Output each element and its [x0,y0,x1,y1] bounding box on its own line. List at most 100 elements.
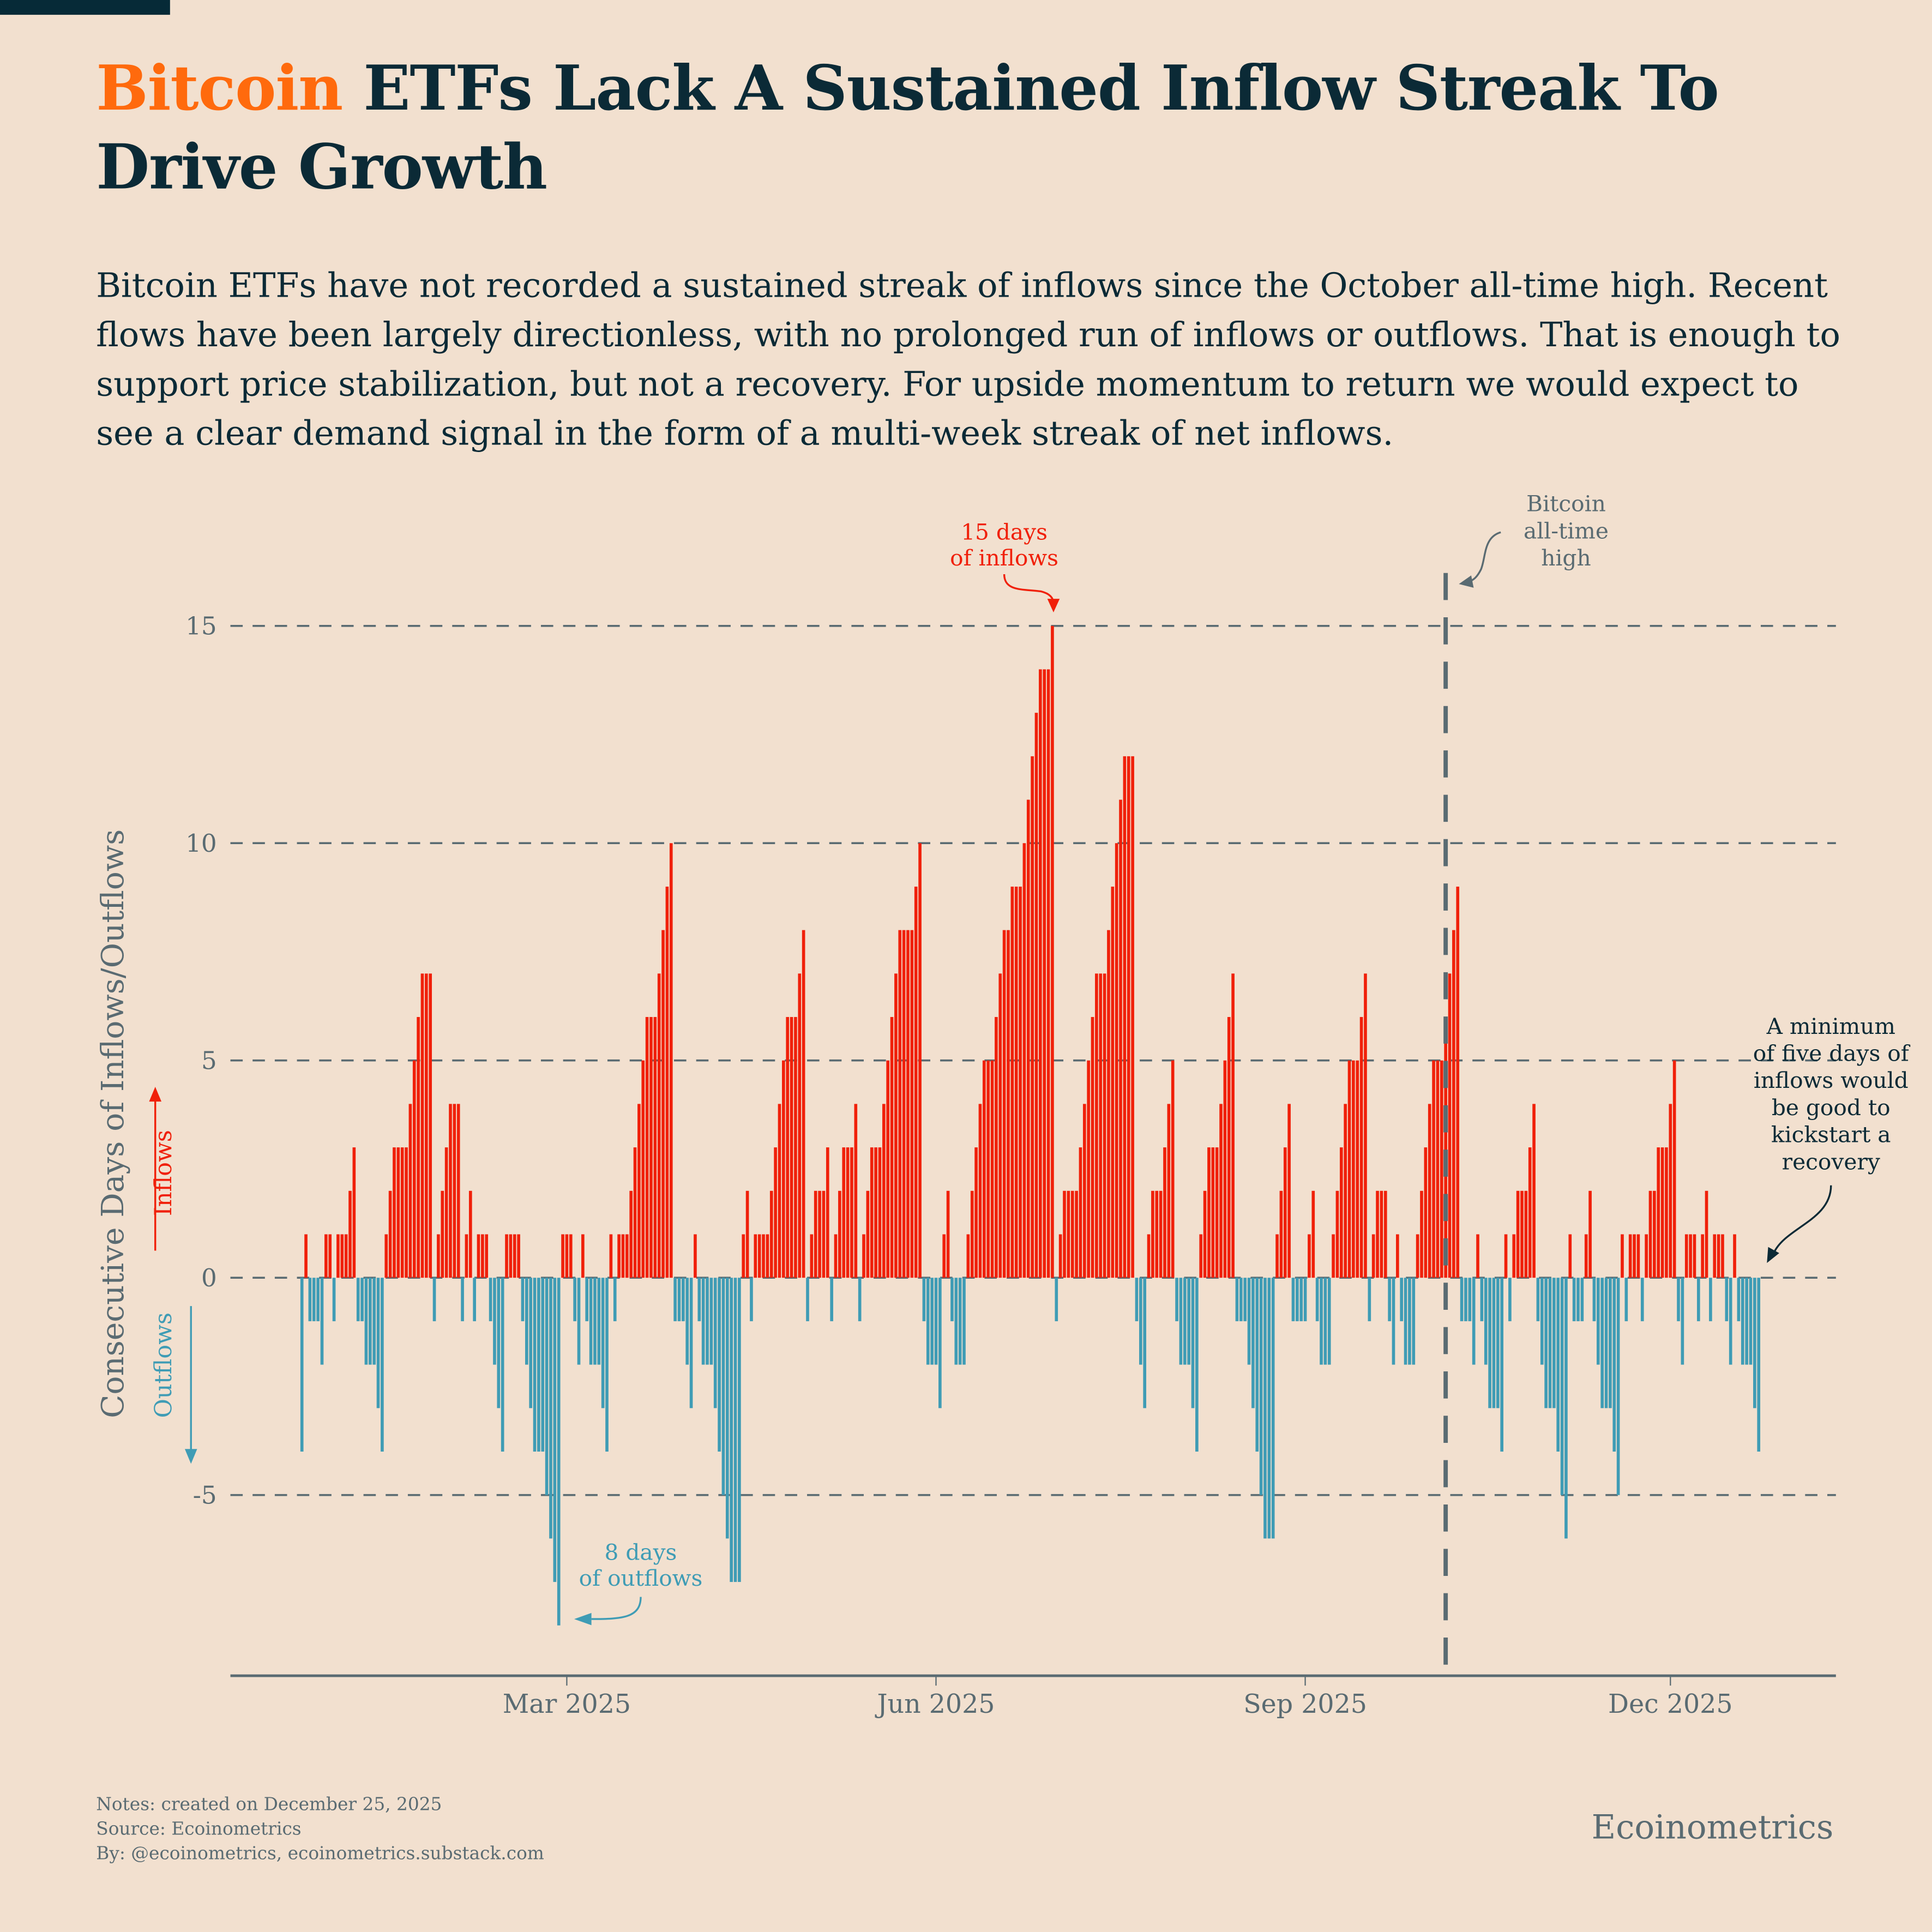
outflow-bar [1556,1278,1560,1452]
inflow-bar [769,1190,773,1278]
annotation-8-days: of outflows [579,1565,703,1591]
chart-title: Bitcoin ETFs Lack A Sustained Inflow Str… [96,49,1907,207]
outflow-bar [1191,1278,1195,1409]
outflow-bar [356,1278,360,1321]
inflow-bar [477,1234,480,1278]
inflow-bar [1504,1234,1508,1278]
outflow-bar [1640,1278,1644,1321]
outflow-bar [930,1278,934,1365]
inflow-bar [569,1234,573,1278]
outflow-bar [1179,1278,1183,1365]
outflow-bar [713,1278,717,1409]
outflow-bar [1677,1278,1680,1321]
annotation-arrow-icon [1468,531,1501,583]
outflow-bar [697,1278,701,1321]
inflow-bar [621,1234,625,1278]
inflow-bar [902,930,906,1278]
outflow-bar [1696,1278,1700,1321]
outflow-bar [372,1278,376,1365]
outflow-bar [537,1278,540,1452]
outflow-bar [1681,1278,1684,1365]
inflow-bar [1219,1104,1223,1278]
inflow-bar [1095,973,1098,1278]
inflow-bar [1672,1060,1676,1278]
inflow-bar [617,1234,621,1278]
inflow-bar [485,1234,489,1278]
annotation-ath: all-time [1524,517,1609,544]
outflow-bar [1540,1278,1544,1365]
outflow-bar [701,1278,705,1365]
annotation-minimum-five-days: inflows would [1754,1067,1909,1093]
inflow-bar [1347,1060,1351,1278]
outflow-bar [1267,1278,1271,1539]
outflow-bar [1749,1278,1753,1365]
y-axis-label: Consecutive Days of Inflows/Outflows [95,829,131,1418]
outflow-bar [1291,1278,1295,1321]
outflow-bar [1299,1278,1303,1321]
outflow-bar [332,1278,336,1321]
inflow-bar [1087,1060,1090,1278]
arrowhead-icon [1047,599,1060,613]
outflow-bar [493,1278,496,1365]
inflow-bar [581,1234,585,1278]
outflow-bar [1564,1278,1568,1539]
outflow-bar [725,1278,729,1539]
outflow-bar [533,1278,537,1452]
outflow-bar [557,1278,561,1626]
inflow-bar [1424,1147,1428,1278]
inflow-bar [862,1234,865,1278]
brand-bar [0,0,170,15]
inflow-bar [774,1147,777,1278]
inflow-bar [481,1234,484,1278]
inflow-bar [874,1147,877,1278]
outflow-bar [1596,1278,1600,1365]
outflow-bar [721,1278,725,1495]
inflow-bar [1344,1104,1347,1278]
inflow-bar [1031,756,1034,1278]
inflow-bar [886,1060,890,1278]
outflow-bar [553,1278,557,1582]
outflow-bar [1408,1278,1411,1365]
inflow-bar [400,1147,404,1278]
title-rest: ETFs Lack A Sustained Inflow Streak To D… [96,51,1719,203]
inflow-bar [340,1234,344,1278]
outflow-bar [1552,1278,1556,1409]
inflow-bar [1171,1060,1175,1278]
outflow-bar [1572,1278,1576,1321]
inflow-bar [970,1190,974,1278]
annotation-arrow-icon [1773,1185,1832,1253]
inflow-bar [1653,1190,1656,1278]
inflow-bar [1524,1190,1528,1278]
inflow-bar [918,843,922,1278]
inflow-bar [966,1234,970,1278]
inflow-bar [1376,1190,1379,1278]
outflow-bar [376,1278,380,1409]
inflow-bar [1063,1190,1066,1278]
inflow-bar [396,1147,400,1278]
inflow-bar [393,1147,396,1278]
outflow-bar [1741,1278,1744,1365]
inflow-bar [1528,1147,1532,1278]
inflow-bar [910,930,914,1278]
inflow-bar [826,1147,829,1278]
inflow-bar [565,1234,569,1278]
inflow-bar [1119,799,1122,1278]
x-tick-label: Sep 2025 [1243,1689,1367,1719]
inflow-bar [641,1060,645,1278]
outflow-bar [1737,1278,1741,1321]
outflow-bar [320,1278,324,1365]
inflow-bar [762,1234,765,1278]
outflow-bar [1404,1278,1407,1365]
inflow-bar [661,930,665,1278]
inflow-bar [1147,1234,1151,1278]
outflow-bar [1612,1278,1616,1452]
inflow-bar [1733,1234,1736,1278]
inflow-bar [1203,1190,1207,1278]
inflow-bar [838,1190,841,1278]
annotation-ath: high [1541,545,1591,571]
outflow-bar [497,1278,501,1409]
outflow-bar [1303,1278,1307,1321]
outflow-bar [922,1278,926,1321]
inflow-bar [669,843,673,1278]
